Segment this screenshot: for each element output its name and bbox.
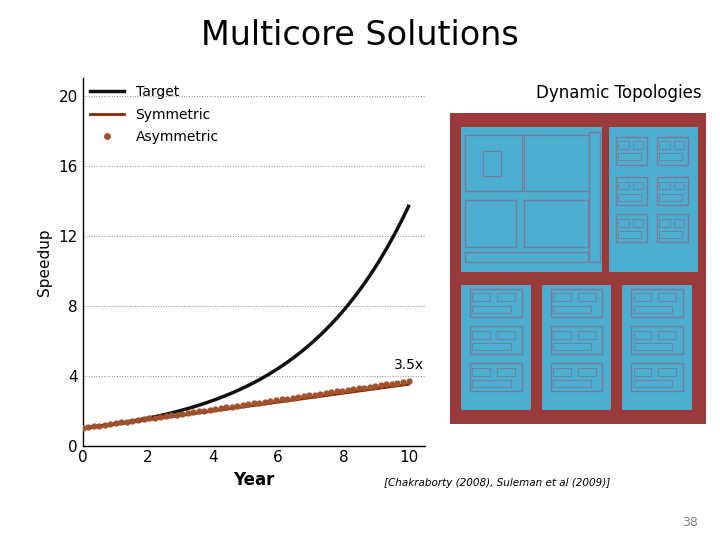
Bar <box>577 368 595 376</box>
Bar <box>472 306 510 313</box>
Bar <box>634 343 672 350</box>
X-axis label: Year: Year <box>233 471 274 489</box>
Bar <box>616 137 647 165</box>
Bar <box>618 181 629 190</box>
Bar <box>631 363 683 392</box>
Bar <box>659 231 682 238</box>
Bar <box>577 293 595 301</box>
Bar <box>553 343 591 350</box>
Bar <box>616 214 647 242</box>
Bar <box>460 284 532 411</box>
Bar <box>658 330 676 339</box>
Bar <box>634 368 652 376</box>
Bar <box>674 141 685 149</box>
Bar <box>634 306 672 313</box>
Bar <box>589 132 600 262</box>
Text: 3.5x: 3.5x <box>394 357 424 372</box>
Bar <box>483 151 501 176</box>
Bar <box>674 219 685 227</box>
Bar <box>465 135 521 191</box>
Bar <box>472 330 490 339</box>
Bar <box>524 135 593 191</box>
Bar <box>657 137 688 165</box>
Text: Multicore Solutions: Multicore Solutions <box>201 19 519 52</box>
Bar <box>472 293 490 301</box>
Bar <box>674 181 685 190</box>
Bar <box>551 363 602 392</box>
Y-axis label: Speedup: Speedup <box>37 228 52 296</box>
Bar <box>551 289 602 317</box>
Bar <box>659 181 670 190</box>
Bar <box>608 126 699 273</box>
Bar <box>532 135 544 191</box>
Text: Dynamic Topologies: Dynamic Topologies <box>536 84 702 102</box>
Bar <box>553 330 571 339</box>
Bar <box>634 380 672 387</box>
Bar <box>618 141 629 149</box>
Bar <box>634 330 652 339</box>
Bar <box>472 368 490 376</box>
Bar <box>465 252 588 262</box>
Text: 38: 38 <box>683 516 698 529</box>
Bar <box>498 293 516 301</box>
Bar <box>577 330 595 339</box>
Bar <box>465 200 516 247</box>
Bar <box>657 177 688 205</box>
Bar <box>618 153 642 160</box>
Bar <box>618 219 629 227</box>
Bar <box>633 181 644 190</box>
Bar <box>659 194 682 201</box>
Bar <box>553 380 591 387</box>
Bar <box>634 293 652 301</box>
Text: [Chakraborty (2008), Suleman et al (2009)]: [Chakraborty (2008), Suleman et al (2009… <box>384 478 610 488</box>
Bar <box>541 284 612 411</box>
Bar <box>472 380 510 387</box>
Bar <box>659 153 682 160</box>
Bar <box>618 194 642 201</box>
Bar <box>631 326 683 354</box>
Bar <box>472 343 510 350</box>
Bar <box>633 219 644 227</box>
Bar <box>659 141 670 149</box>
Bar <box>553 306 591 313</box>
Bar <box>553 368 571 376</box>
Bar <box>470 363 521 392</box>
Bar <box>470 326 521 354</box>
Bar <box>658 368 676 376</box>
Bar <box>658 293 676 301</box>
Bar <box>631 289 683 317</box>
Bar <box>553 293 571 301</box>
Bar <box>551 326 602 354</box>
Bar <box>633 141 644 149</box>
Bar <box>498 368 516 376</box>
Bar <box>657 214 688 242</box>
Bar <box>659 219 670 227</box>
Bar <box>498 330 516 339</box>
Bar <box>524 200 588 247</box>
Legend: Target, Symmetric, Asymmetric: Target, Symmetric, Asymmetric <box>90 85 219 144</box>
Bar <box>460 126 603 273</box>
Bar <box>618 231 642 238</box>
Bar <box>470 289 521 317</box>
Bar <box>621 284 693 411</box>
Bar <box>616 177 647 205</box>
